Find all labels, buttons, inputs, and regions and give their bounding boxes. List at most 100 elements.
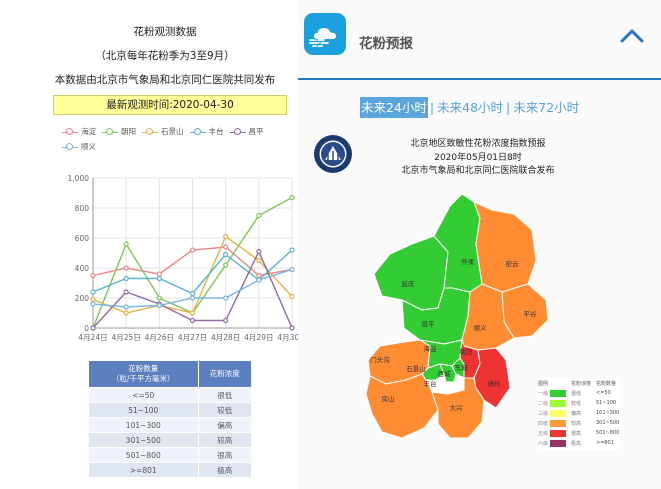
legend-label: 石景山	[161, 127, 184, 136]
data-point[interactable]	[90, 325, 96, 331]
data-point[interactable]	[223, 262, 229, 268]
data-point[interactable]	[123, 265, 129, 271]
legend-item[interactable]: 石景山	[142, 126, 184, 137]
label-shunyi: 顺义	[474, 324, 488, 332]
legend-category: 很高	[571, 431, 582, 437]
observation-title: 花粉观测数据	[133, 26, 197, 38]
data-point[interactable]	[289, 194, 295, 201]
legend-swatch	[62, 143, 78, 151]
tab-72h[interactable]: 未来72小时	[513, 100, 580, 115]
data-point[interactable]	[189, 295, 196, 301]
collapse-button[interactable]	[616, 22, 648, 48]
district-miyun	[473, 201, 537, 293]
data-point[interactable]	[289, 247, 295, 253]
map-title: 北京地区致敏性花粉浓度指数预报	[410, 139, 546, 149]
data-point[interactable]	[256, 248, 262, 255]
beijing-pollen-map: 延庆 怀柔 密云 平谷 昌平 顺义 门头沟 海淀 朝阳 石景山 西城 东城 丰台…	[365, 193, 549, 439]
x-tick-label: 4月26日	[145, 333, 174, 342]
legend-label: 丰台	[208, 127, 224, 136]
data-point[interactable]	[256, 277, 262, 283]
legend-color-swatch	[550, 420, 566, 427]
map-date: 2020年05月01日8时	[434, 153, 522, 163]
map-legend-row: 三级 偏高 101~300	[538, 409, 620, 419]
x-tick-label: 4月25日	[112, 333, 141, 342]
data-point[interactable]	[123, 310, 129, 316]
legend-item[interactable]: 海淀	[62, 126, 96, 137]
table-row: <=50 很低	[88, 387, 253, 403]
data-point[interactable]	[189, 310, 196, 316]
legend-category: 很低	[571, 391, 582, 397]
data-point[interactable]	[156, 275, 162, 282]
legend-range: 51~100	[596, 400, 617, 406]
data-point[interactable]	[256, 257, 262, 264]
data-point[interactable]	[90, 301, 96, 307]
data-point[interactable]	[156, 295, 162, 301]
legend-category: 极高	[571, 441, 582, 447]
label-changping: 昌平	[422, 320, 436, 328]
legend-category: 偏高	[571, 411, 582, 417]
legend-level: 二级	[538, 401, 549, 407]
label-shijingshan: 石景山	[406, 364, 426, 373]
data-point[interactable]	[123, 289, 129, 295]
label-fengtai: 丰台	[424, 379, 437, 388]
data-point[interactable]	[156, 302, 162, 309]
label-tongzhou: 通州	[488, 379, 501, 388]
legend-item[interactable]: 朝阳	[102, 126, 136, 137]
y-tick-label: 0	[84, 324, 89, 333]
data-point[interactable]	[189, 317, 196, 324]
data-point[interactable]	[223, 251, 229, 258]
map-legend-row: 五级 很高 501~800	[538, 429, 620, 439]
observation-panel: 花粉观测数据 （北京每年花粉季为3至9月） 本数据由北京市气象局和北京同仁医院共…	[0, 0, 300, 489]
data-point[interactable]	[223, 317, 229, 324]
data-point[interactable]	[123, 304, 129, 310]
legend-swatch	[62, 128, 78, 136]
weather-bureau-seal-icon	[314, 135, 352, 173]
data-point[interactable]	[289, 325, 295, 331]
tab-24h[interactable]: 未来24小时	[360, 97, 428, 118]
data-point[interactable]	[256, 212, 262, 219]
data-point[interactable]	[90, 289, 96, 295]
data-point[interactable]	[156, 271, 162, 277]
label-mentougou: 门头沟	[370, 355, 390, 364]
data-point[interactable]	[223, 233, 229, 240]
legend-range: 301~500	[596, 420, 620, 426]
table-row: 51~100 较低	[88, 402, 253, 418]
chart-legend: 海淀 朝阳 石景山 丰台 昌平顺义	[62, 126, 302, 156]
legend-level: 三级	[538, 411, 549, 417]
data-point[interactable]	[90, 296, 96, 303]
legend-label: 昌平	[248, 127, 264, 136]
legend-range: <=50	[596, 390, 611, 396]
data-point[interactable]	[289, 266, 295, 273]
legend-range: 501~800	[596, 430, 620, 436]
data-point[interactable]	[289, 293, 295, 300]
legend-label: 海淀	[81, 127, 96, 136]
table-header-row: 花粉数量 （粒/千平方毫米） 花粉浓度	[88, 360, 253, 388]
data-point[interactable]	[90, 272, 96, 279]
legend-item[interactable]: 昌平	[229, 126, 264, 137]
legend-color-swatch	[550, 440, 566, 447]
legend-item[interactable]: 顺义	[62, 141, 96, 152]
data-point[interactable]	[223, 295, 229, 301]
tab-48h[interactable]: 未来48小时	[437, 100, 504, 115]
legend-range: 101~300	[596, 410, 620, 416]
data-point[interactable]	[123, 275, 129, 282]
y-tick-label: 1,000	[68, 174, 90, 183]
header-amount: 花粉数量 （粒/千平方毫米）	[88, 360, 199, 388]
pollen-line-chart: 0 200 400 600 800 1,000 4月24日 4月25日 4月26日 4月27日 4月…	[68, 174, 300, 342]
data-point[interactable]	[223, 244, 229, 250]
table-row: 501~800 很高	[88, 447, 253, 463]
x-tick-label: 4月27日	[178, 333, 207, 342]
data-point[interactable]	[256, 272, 262, 279]
label-pinggu: 平谷	[524, 309, 538, 318]
data-point[interactable]	[123, 241, 129, 247]
tab-separator: |	[429, 100, 435, 115]
table-row: >=801 极高	[88, 462, 253, 478]
label-miyun: 密云	[506, 259, 520, 268]
legend-item[interactable]: 丰台	[189, 126, 224, 137]
data-point[interactable]	[189, 247, 196, 253]
table-row: 301~500 较高	[88, 432, 253, 448]
legend-level: 五级	[538, 431, 549, 437]
data-point[interactable]	[189, 290, 196, 297]
x-tick-label: 4月24日	[78, 333, 107, 342]
